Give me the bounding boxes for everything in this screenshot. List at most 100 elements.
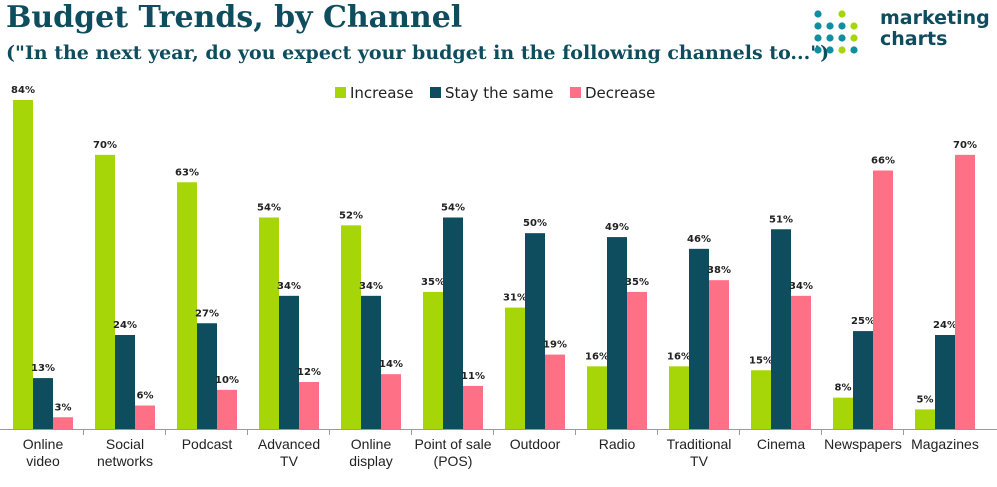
bar-stay-the-same-8 [689,248,709,429]
data-label-decrease-8: 38% [707,265,731,276]
legend-swatch-increase [335,87,346,98]
bar-stay-the-same-9 [771,229,791,429]
data-label-decrease-9: 34% [789,281,813,292]
bar-stay-the-same-3 [279,295,299,429]
data-label-increase-11: 5% [917,394,934,405]
data-label-decrease-10: 66% [871,156,895,167]
x-tick-label-6-0: Outdoor [510,436,561,452]
bar-increase-4 [341,225,361,429]
bar-increase-6 [505,307,525,429]
bar-decrease-0 [53,417,73,429]
bar-decrease-6 [545,354,565,429]
x-tick-label-2-0: Podcast [182,436,233,452]
x-tick-label-11-0: Magazines [911,436,979,452]
data-label-increase-9: 15% [749,355,773,366]
bar-increase-2 [177,182,197,429]
data-label-stay-the-same-6: 50% [523,218,547,229]
data-label-decrease-3: 12% [297,367,321,378]
data-label-decrease-5: 11% [461,371,485,382]
data-label-increase-10: 8% [835,383,852,394]
bar-stay-the-same-5 [443,217,463,429]
data-label-stay-the-same-8: 46% [687,234,711,245]
legend-label-stay-the-same: Stay the same [445,84,553,102]
data-label-increase-2: 63% [175,167,199,178]
x-tick-label-3-1: TV [280,453,299,469]
bar-stay-the-same-11 [935,335,955,429]
data-label-decrease-6: 19% [543,340,567,351]
x-tick-label-4-0: Online [351,436,392,452]
data-label-increase-5: 35% [421,277,445,288]
data-label-stay-the-same-0: 13% [31,363,55,374]
x-tick-label-0-0: Online [23,436,64,452]
x-tick-label-1-1: networks [97,453,153,469]
bar-decrease-4 [381,374,401,429]
bar-decrease-11 [955,154,975,430]
x-tick-label-8-1: TV [690,453,709,469]
x-tick-label-5-1: (POS) [434,453,473,469]
x-tick-label-1-0: Social [106,436,144,452]
data-label-stay-the-same-7: 49% [605,222,629,233]
bar-decrease-9 [791,295,811,429]
x-tick-label-9-0: Cinema [757,436,805,452]
bar-decrease-5 [463,385,483,429]
bar-stay-the-same-0 [33,378,53,429]
bar-stay-the-same-10 [853,331,873,429]
bar-decrease-1 [135,405,155,429]
marketing-charts-logo: marketing charts [812,8,997,56]
data-label-stay-the-same-3: 34% [277,281,301,292]
x-tick-label-3-0: Advanced [258,436,320,452]
chart-title: Budget Trends, by Channel [6,0,463,35]
logo-dots-icon [814,10,858,54]
x-tick-label-10-0: Newspapers [824,436,902,452]
bar-increase-11 [915,409,935,429]
logo-text-line1: marketing [880,7,990,29]
legend-label-decrease: Decrease [585,84,655,102]
legend-label-increase: Increase [350,84,413,102]
data-label-decrease-2: 10% [215,375,239,386]
bar-stay-the-same-2 [197,323,217,429]
bar-decrease-2 [217,389,237,429]
x-tick-label-0-1: video [26,453,60,469]
bar-increase-3 [259,217,279,429]
data-label-increase-0: 84% [11,85,35,96]
data-label-stay-the-same-2: 27% [195,308,219,319]
bar-increase-7 [587,366,607,429]
legend-swatch-decrease [570,87,581,98]
bar-decrease-7 [627,291,647,429]
x-tick-label-8-0: Traditional [667,436,732,452]
bar-decrease-3 [299,382,319,429]
data-label-increase-6: 31% [503,293,527,304]
data-label-increase-8: 16% [667,351,691,362]
legend-swatch-stay-the-same [430,87,441,98]
data-label-decrease-0: 3% [55,402,72,413]
bar-stay-the-same-1 [115,335,135,429]
bar-stay-the-same-4 [361,295,381,429]
data-label-increase-4: 52% [339,210,363,221]
bar-increase-1 [95,154,115,430]
data-label-stay-the-same-4: 34% [359,281,383,292]
x-tick-label-5-0: Point of sale [414,436,491,452]
data-label-stay-the-same-1: 24% [113,320,137,331]
data-label-stay-the-same-9: 51% [769,214,793,225]
data-label-decrease-7: 35% [625,277,649,288]
x-tick-label-4-1: display [349,453,393,469]
data-label-stay-the-same-5: 54% [441,203,465,214]
logo-text-line2: charts [880,28,948,50]
data-label-decrease-4: 14% [379,359,403,370]
bar-increase-0 [13,100,33,429]
x-tick-label-7-0: Radio [599,436,636,452]
bar-stay-the-same-6 [525,233,545,429]
bar-increase-9 [751,370,771,429]
bar-increase-5 [423,291,443,429]
bar-decrease-8 [709,280,729,429]
data-label-stay-the-same-10: 25% [851,316,875,327]
bar-increase-10 [833,397,853,429]
data-label-decrease-11: 70% [953,140,977,151]
data-label-decrease-1: 6% [137,391,154,402]
bar-stay-the-same-7 [607,237,627,429]
data-label-increase-7: 16% [585,351,609,362]
data-label-increase-3: 54% [257,203,281,214]
chart-subtitle: ("In the next year, do you expect your b… [6,42,830,64]
data-label-increase-1: 70% [93,140,117,151]
bar-increase-8 [669,366,689,429]
